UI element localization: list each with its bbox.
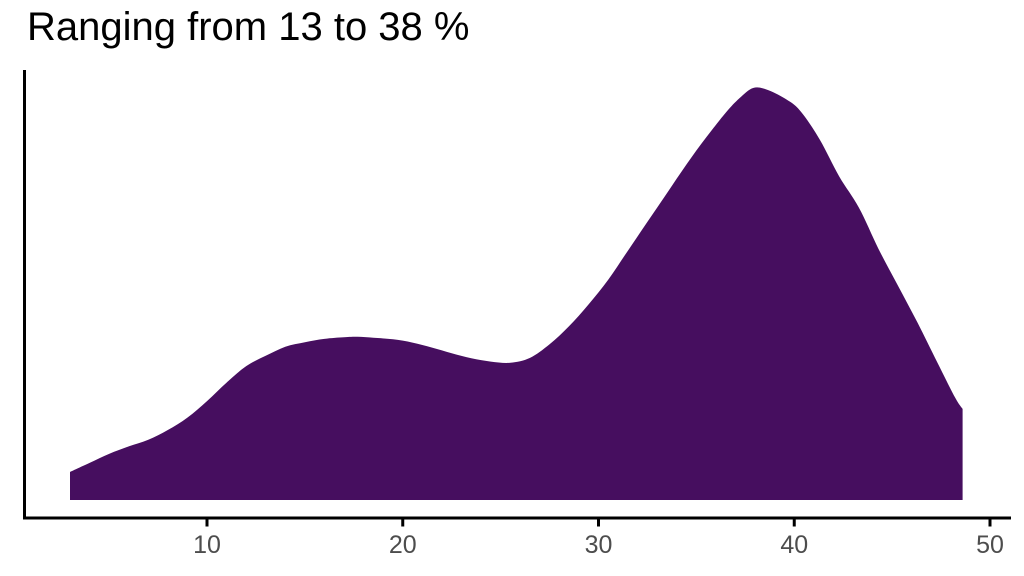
x-tick-label: 10 bbox=[193, 531, 221, 559]
x-tick-label: 50 bbox=[976, 531, 1004, 559]
x-tick-label: 40 bbox=[780, 531, 808, 559]
x-axis-tick-labels: 10 20 30 40 50 bbox=[193, 531, 1004, 559]
x-axis-ticks bbox=[205, 518, 992, 527]
density-area-shape bbox=[70, 87, 963, 501]
x-tick-label: 20 bbox=[389, 531, 417, 559]
x-tick-label: 30 bbox=[585, 531, 613, 559]
chart-title: Ranging from 13 to 38 % bbox=[27, 5, 470, 49]
